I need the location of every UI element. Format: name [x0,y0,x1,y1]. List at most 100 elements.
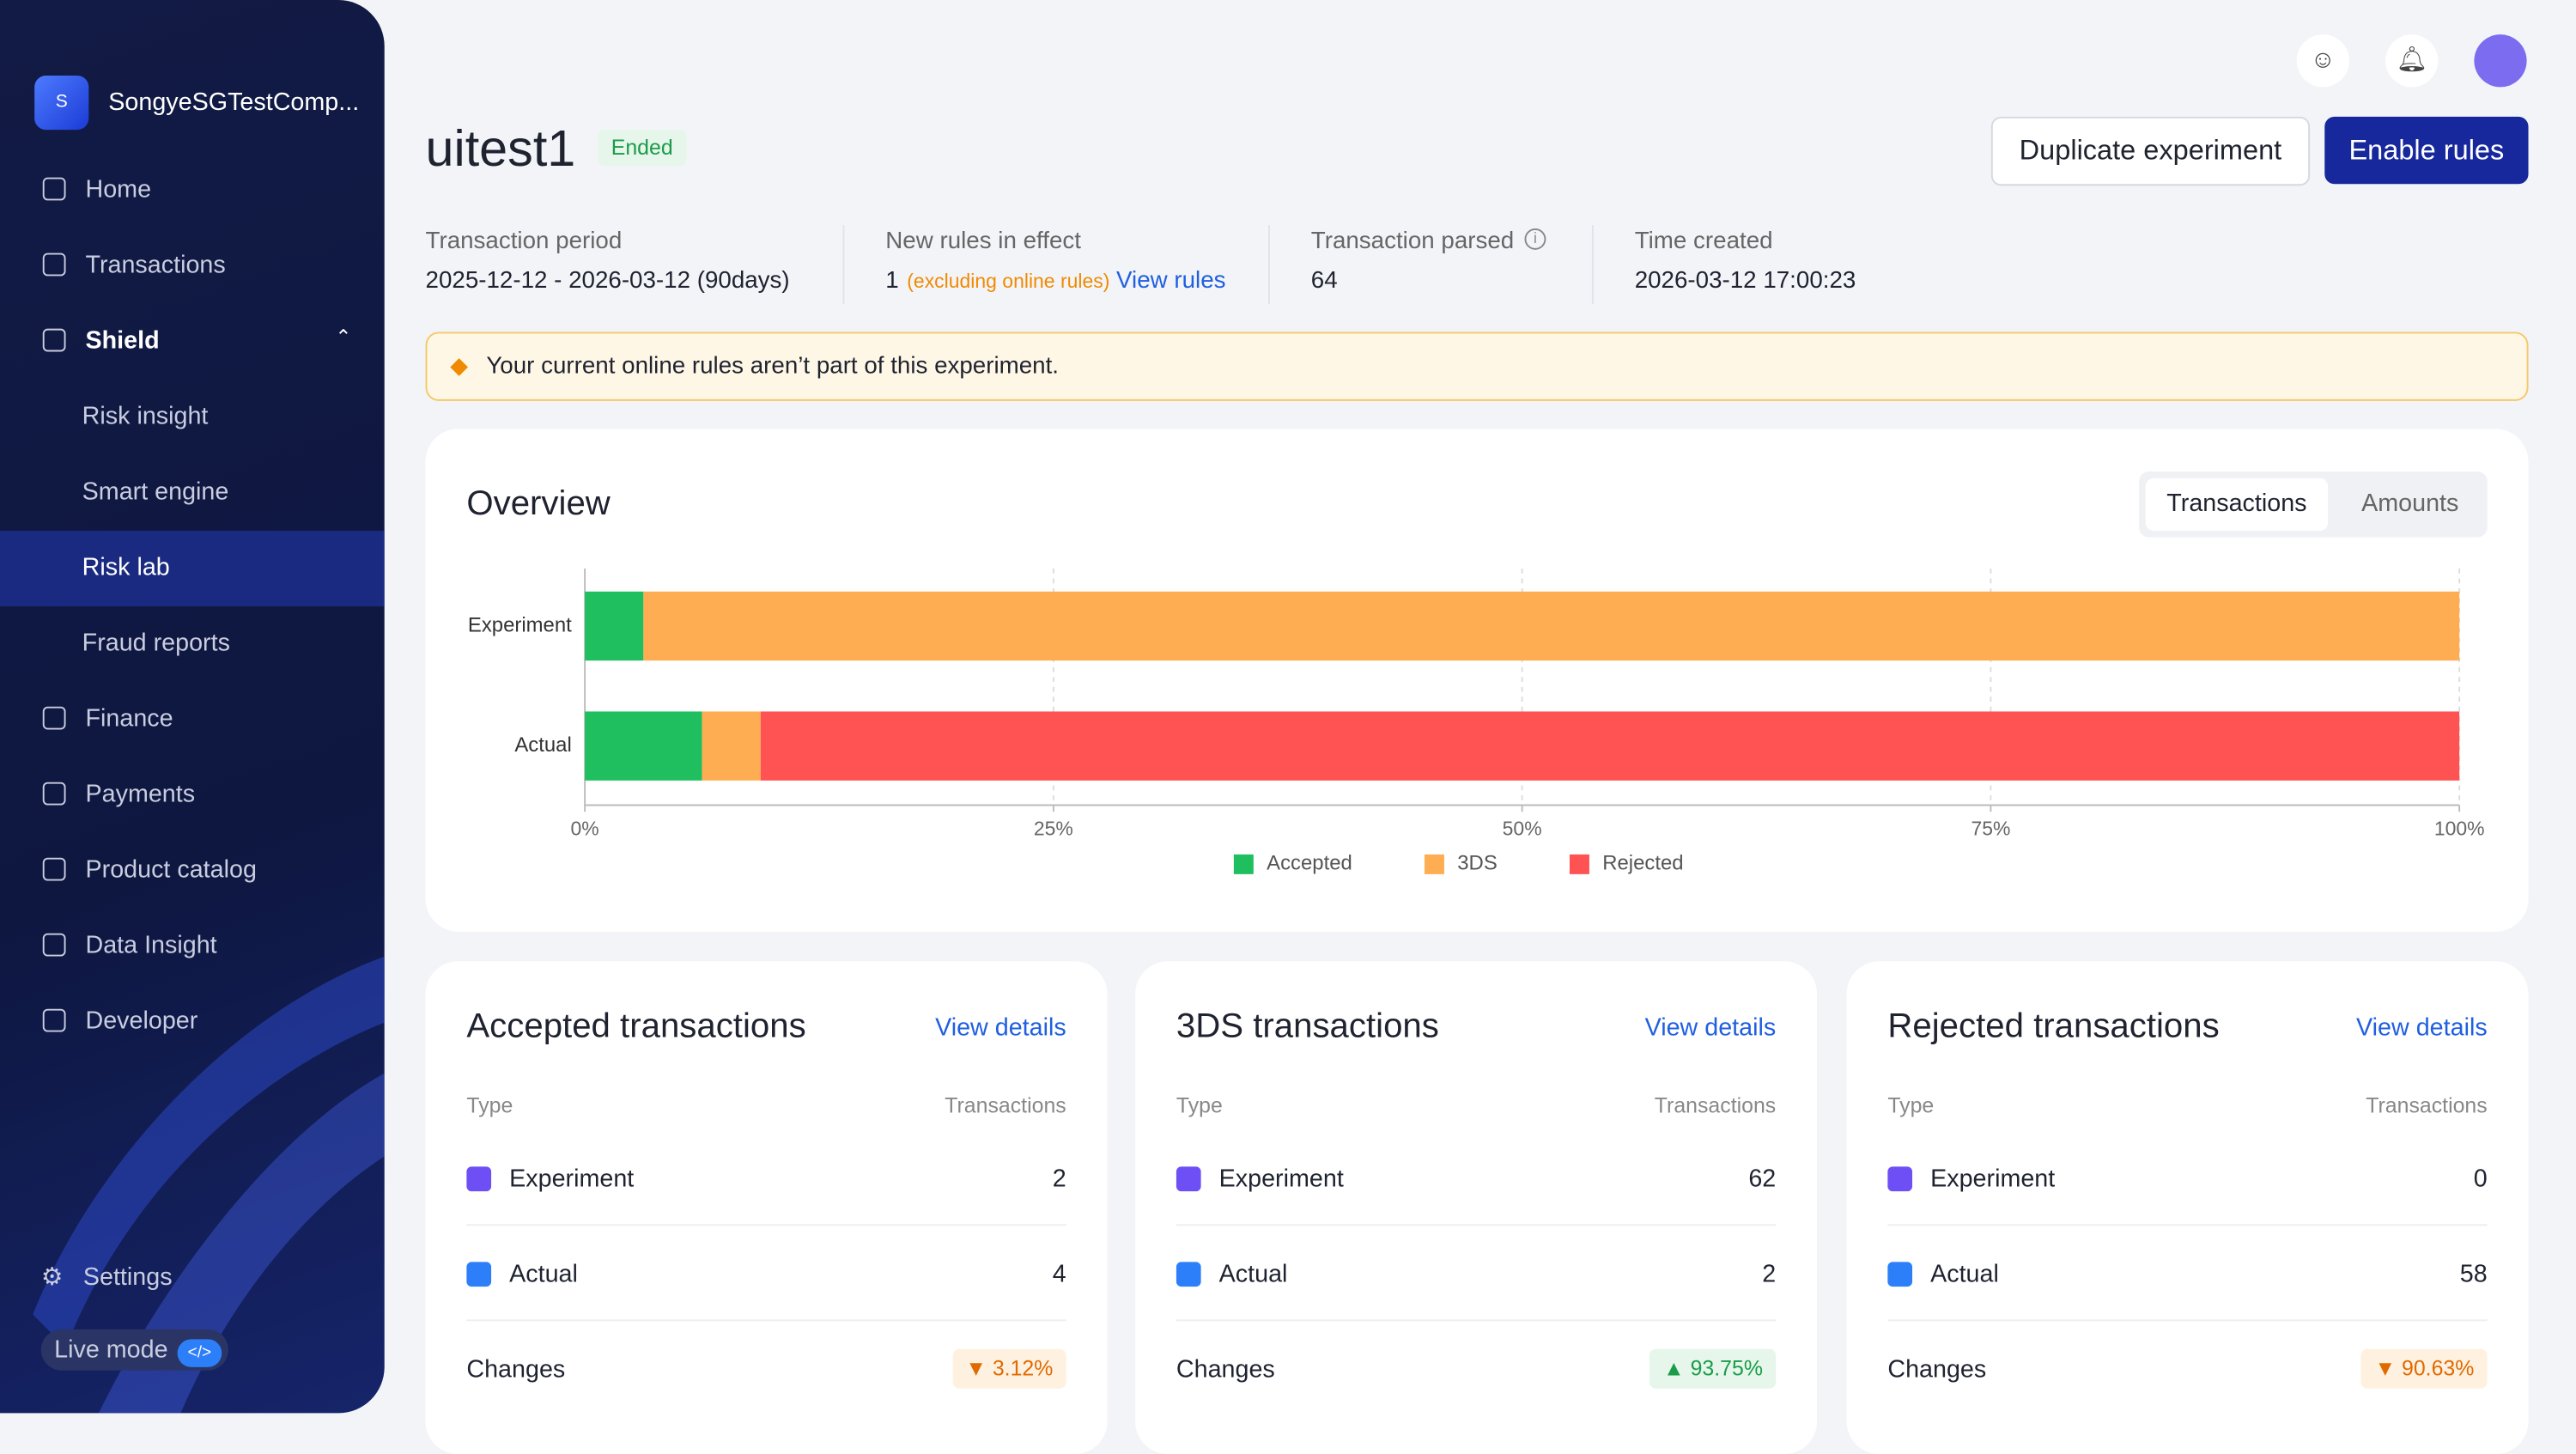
status-badge: Ended [598,130,686,166]
changes-label: Changes [1887,1355,1986,1384]
nav-subitem[interactable]: Fraud reports [0,606,385,682]
change-arrow: ▲ [1663,1355,1691,1380]
col-header: Transactions [945,1092,1066,1117]
col-header: Type [1887,1092,1934,1117]
legend-label: 3DS [1457,852,1498,875]
row-divider [466,1319,1066,1321]
row-value: 62 [1748,1165,1776,1194]
bar-segment [761,711,2459,780]
summary-value-text: 2025-12-12 - 2026-03-12 (90days) [426,268,790,295]
change-arrow: ▼ [2374,1355,2402,1380]
nav-label[interactable]: Payments [85,781,195,809]
row-swatch [1887,1166,1912,1191]
changes-label: Changes [466,1355,565,1384]
nav-item[interactable]: Developer [0,1006,385,1038]
warning-icon: ◆ [450,351,468,380]
legend-label: Rejected [1602,852,1683,875]
settings-label[interactable]: Settings [83,1263,173,1292]
divider [843,225,845,304]
enable-button[interactable]: Enable rules [2324,117,2528,184]
nav-item[interactable]: Transactions [0,250,385,283]
nav-icon [43,934,66,957]
col-header: Type [1176,1092,1223,1117]
card-title: Accepted transactions [466,1007,805,1047]
nav-label[interactable]: Finance [85,705,173,733]
nav-sublabel[interactable]: Risk lab [82,554,170,582]
row-divider [1887,1319,2487,1321]
change-badge: ▲ 93.75% [1650,1349,1777,1389]
avatar[interactable] [2474,34,2526,87]
nav-item[interactable]: Data Insight [0,930,385,963]
card-link[interactable]: View details [1645,1013,1777,1042]
nav-label[interactable]: Product catalog [85,856,256,885]
row-value: 2 [1053,1165,1066,1194]
nav-subitem[interactable]: Smart engine [0,455,385,531]
nav-icon [43,329,66,352]
nav-label[interactable]: Home [85,176,151,204]
summary-value: 1(excluding online rules)View rules [885,268,1225,295]
row-value: 4 [1053,1260,1066,1288]
row-value: 2 [1762,1260,1776,1288]
notification-icon[interactable]: 🔔︎ [2385,34,2438,87]
settings[interactable]: ⚙ Settings [41,1262,173,1291]
change-badge: ▼ 90.63% [2361,1349,2488,1389]
card-title: Rejected transactions [1887,1007,2219,1047]
nav-subitem[interactable]: Risk lab [0,531,385,606]
x-tick-label: 100% [2434,817,2485,839]
divider [1592,225,1594,304]
row-label: Actual [1219,1260,1288,1288]
live-mode-label[interactable]: Live mode [54,1335,167,1364]
feedback-icon[interactable]: ☺ [2297,34,2349,87]
card-link[interactable]: View details [2356,1013,2488,1042]
nav-sublabel[interactable]: Smart engine [82,478,229,507]
nav-item[interactable]: Home [0,174,385,207]
col-header: Type [466,1092,513,1117]
nav-label[interactable]: Shield [85,327,159,356]
warning-banner: ◆ Your current online rules aren’t part … [426,332,2529,400]
nav-label[interactable]: Developer [85,1007,197,1036]
row-value: 0 [2474,1165,2488,1194]
bar-segment [702,711,761,780]
change-badge: ▼ 3.12% [952,1349,1066,1389]
nav-label[interactable]: Data Insight [85,932,216,960]
nav-item[interactable]: Payments [0,779,385,812]
nav-item[interactable]: Shield ⌃ [0,325,385,358]
page-title: uitest1 [426,120,576,179]
legend-swatch [1570,855,1589,874]
bar-segment [585,711,702,780]
summary-label: New rules in effect [885,228,1081,255]
x-tick-label: 0% [571,817,599,839]
changes-label: Changes [1176,1355,1275,1384]
summary-value-text: 1 [885,268,898,295]
nav-item[interactable]: Finance [0,703,385,736]
summary-link[interactable]: View rules [1116,268,1225,295]
nav-item[interactable]: Product catalog [0,855,385,887]
nav-subitem[interactable]: Risk insight [0,380,385,455]
card-link[interactable]: View details [935,1013,1066,1042]
bar-segment [643,592,2459,660]
company-logo: S [34,76,88,130]
row-value: 58 [2460,1260,2488,1288]
x-tick-label: 75% [1971,817,2010,839]
stat-card: Rejected transactionsView detailsTypeTra… [1847,961,2529,1454]
live-mode[interactable]: Live mode</> [41,1329,228,1371]
nav-label[interactable]: Transactions [85,252,225,280]
company-name[interactable]: SongyeSGTestComp... [108,88,359,117]
row-swatch [466,1262,491,1287]
divider [1268,225,1270,304]
x-tick-label: 25% [1034,817,1073,839]
summary-label: Time created [1635,228,1773,255]
change-arrow: ▼ [965,1355,993,1380]
duplicate-button[interactable]: Duplicate experiment [1991,117,2310,186]
chevron[interactable]: ⌃ [335,325,351,349]
summary-value: 2025-12-12 - 2026-03-12 (90days) [426,268,790,295]
y-tick-label: Experiment [468,613,572,636]
nav-sublabel[interactable]: Fraud reports [82,630,230,658]
row-swatch [1176,1166,1201,1191]
legend-swatch [1425,855,1444,874]
nav-icon [43,782,66,806]
nav-icon [43,1009,66,1032]
change-value: 90.63% [2402,1355,2474,1380]
nav-icon [43,707,66,730]
nav-sublabel[interactable]: Risk insight [82,403,209,431]
